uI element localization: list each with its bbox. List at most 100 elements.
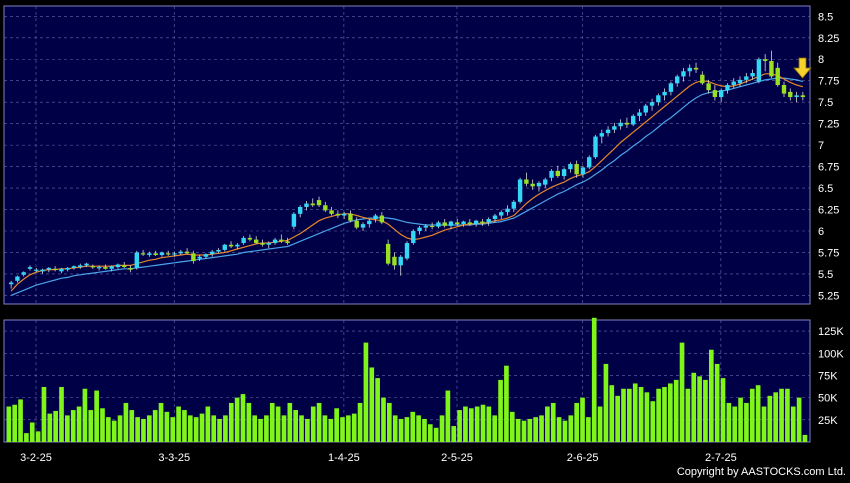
volume-bar — [29, 422, 35, 442]
volume-bar — [24, 433, 29, 442]
volume-bar — [720, 378, 726, 442]
candle-up — [486, 218, 491, 223]
candle-up — [681, 71, 686, 77]
volume-bar — [334, 408, 339, 442]
candle-up — [473, 220, 479, 225]
volume-bar — [574, 402, 579, 442]
volume-bar — [53, 410, 58, 442]
candle-down — [788, 91, 793, 98]
price-tick-label: 5.25 — [818, 290, 839, 302]
volume-bar — [627, 388, 632, 442]
volume-bar — [679, 342, 685, 442]
candle-down — [90, 266, 96, 268]
volume-bars — [6, 317, 808, 442]
volume-bar — [70, 410, 76, 442]
volume-bar — [744, 402, 749, 442]
candle-down — [442, 222, 447, 226]
candle-down — [140, 253, 146, 255]
candle-up — [203, 254, 209, 257]
volume-bar — [369, 367, 375, 442]
volume-tick-label: 50K — [818, 393, 838, 405]
volume-bar — [252, 415, 258, 442]
volume-bar — [632, 383, 638, 442]
volume-tick-label: 125K — [818, 326, 844, 338]
volume-bar — [498, 379, 503, 442]
candle-up — [580, 167, 586, 175]
candle-up — [46, 267, 52, 270]
volume-bar — [703, 379, 708, 442]
volume-bar — [246, 402, 252, 442]
volume-bar — [381, 397, 386, 442]
candle-up — [84, 263, 89, 266]
price-tick-label: 6 — [818, 226, 824, 238]
volume-tick-label: 75K — [818, 370, 838, 382]
volume-bar — [439, 415, 445, 442]
candle-up — [448, 221, 454, 226]
candle-up — [304, 203, 309, 207]
volume-bar — [410, 411, 416, 442]
candle-down — [354, 220, 359, 228]
candle-up — [631, 115, 636, 125]
volume-bar — [269, 402, 275, 442]
candle-up — [599, 133, 604, 137]
candle-up — [367, 220, 372, 225]
axis-labels: 5.25 5.5 5.75 6 6.25 6.5 6.75 7 7.25 7.5 7.75 8 8.25… — [20, 11, 844, 464]
volume-bar — [615, 395, 620, 442]
volume-bar — [726, 402, 732, 442]
volume-bar — [427, 424, 433, 442]
candle-down — [122, 265, 127, 268]
candle-up — [618, 122, 623, 127]
price-tick-label: 6.25 — [818, 205, 839, 217]
volume-bar — [310, 406, 316, 442]
candle-up — [96, 267, 102, 269]
price-tick-label: 7 — [818, 140, 824, 152]
candle-down — [524, 179, 529, 184]
candle-up — [536, 182, 542, 187]
volume-bar — [457, 410, 462, 442]
candle-up — [291, 213, 297, 227]
volume-bar — [18, 399, 23, 442]
candle-up — [423, 225, 429, 228]
volume-bar — [123, 402, 129, 442]
candle-down — [429, 225, 435, 228]
candle-up — [197, 256, 202, 259]
candle-up — [737, 79, 743, 84]
candle-up — [15, 276, 20, 281]
volume-bar — [340, 417, 345, 442]
price-tick-label: 8.5 — [818, 11, 833, 23]
volume-bar — [106, 417, 111, 442]
candle-down — [260, 243, 265, 245]
price-tick-label: 5.5 — [818, 269, 833, 281]
volume-bar — [135, 417, 140, 442]
candle-up — [561, 169, 567, 177]
volume-bar — [656, 388, 661, 442]
volume-bar — [363, 342, 369, 442]
volume-bar — [322, 415, 328, 442]
candle-down — [247, 237, 253, 240]
volume-bar — [287, 402, 293, 442]
price-tick-label: 6.5 — [818, 183, 833, 195]
candle-up — [731, 81, 736, 86]
volume-bar — [591, 317, 597, 442]
candle-down — [781, 85, 787, 94]
volume-bar — [779, 388, 784, 442]
candle-down — [555, 170, 561, 177]
volume-bar — [187, 415, 193, 442]
volume-bar — [316, 402, 322, 442]
candle-up — [272, 239, 278, 244]
price-tick-label: 8.25 — [818, 33, 839, 45]
candle-down — [574, 164, 579, 175]
volume-bar — [152, 410, 158, 442]
volume-bar — [387, 402, 392, 442]
volume-bar — [662, 386, 667, 442]
volume-bar — [182, 410, 187, 442]
candle-up — [461, 221, 466, 225]
volume-bar — [398, 418, 404, 442]
price-tick-label: 7.5 — [818, 97, 833, 109]
volume-bar — [644, 392, 650, 442]
volume-bar — [480, 404, 486, 442]
x-tick-label: 2-7-25 — [705, 452, 737, 464]
volume-bar — [621, 388, 626, 442]
candle-up — [417, 227, 422, 232]
